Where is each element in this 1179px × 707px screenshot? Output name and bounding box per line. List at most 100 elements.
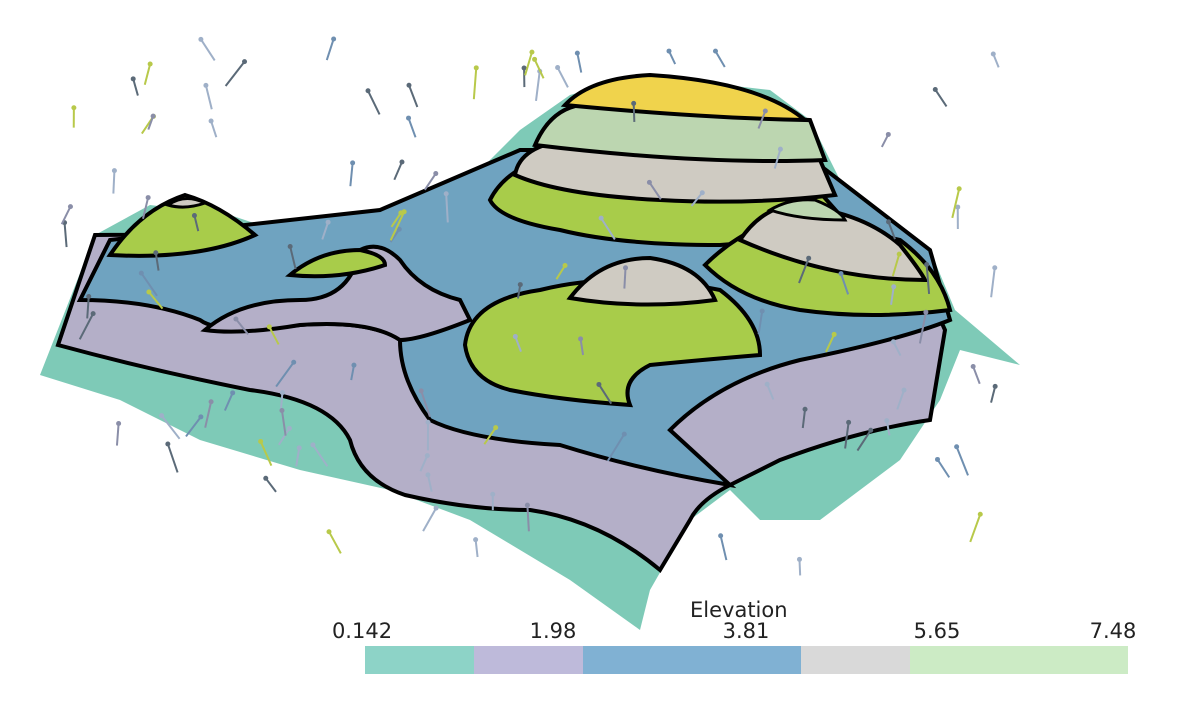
arrow-head (287, 244, 293, 250)
arrow-head (116, 420, 122, 426)
arrow-head (279, 390, 285, 396)
band-upper-mid-main (462, 278, 763, 408)
band-high-left-peak (164, 197, 209, 209)
arrow-head (208, 399, 214, 405)
arrow-head (646, 179, 652, 185)
arrow-glyph (801, 409, 807, 429)
arrow-head (165, 441, 171, 447)
arrow-glyph (185, 416, 202, 438)
arrow-glyph (422, 507, 437, 532)
arrow-glyph (555, 264, 566, 280)
scalar-bar-tick: 5.65 (913, 619, 961, 643)
arrow-glyph (892, 341, 902, 357)
arrow-glyph (112, 170, 116, 194)
arrow-head (296, 445, 302, 451)
arrow-head (524, 502, 530, 508)
band-peak (560, 72, 811, 123)
arrow-glyph (312, 444, 329, 467)
arrow-head (242, 59, 248, 65)
arrow-head (493, 425, 499, 431)
arrow-head (159, 413, 165, 419)
arrow-head (924, 262, 930, 268)
arrow-glyph (856, 429, 872, 452)
terrain-surface (40, 72, 1020, 630)
arrow-head (198, 36, 204, 42)
arrow-head (955, 204, 961, 210)
arrow-glyph (200, 38, 216, 62)
arrow-head (764, 381, 770, 387)
arrow-head (191, 213, 197, 219)
arrow-head (796, 556, 802, 562)
arrow-glyph (757, 110, 767, 129)
arrow-head (992, 265, 998, 271)
scalar-bar-title: Elevation (690, 598, 788, 622)
arrow-glyph (142, 197, 150, 219)
arrow-glyph (576, 52, 583, 73)
arrow-glyph (115, 423, 120, 446)
arrow-glyph (295, 447, 301, 467)
arrow-glyph (78, 313, 95, 340)
arrow-head (932, 87, 938, 93)
arrow-glyph (389, 228, 401, 243)
arrow-glyph (280, 410, 287, 436)
arrow-head (990, 51, 996, 57)
arrow-head (512, 334, 518, 340)
arrow-glyph (766, 383, 775, 400)
arrow-glyph (390, 212, 402, 228)
arrow-head (150, 113, 156, 119)
scalar-bar-tick: 0.142 (331, 619, 393, 643)
arrow-head (208, 118, 214, 124)
arrow-glyph (210, 120, 218, 138)
arrow-glyph (896, 389, 905, 410)
arrow-head (365, 88, 371, 94)
arrow-head (443, 191, 449, 197)
arrow-head (266, 324, 272, 330)
arrow-head (399, 159, 405, 165)
arrow-glyph (840, 273, 850, 295)
arrow-head (350, 160, 356, 166)
arrow-head (992, 383, 998, 389)
arrow-glyph (148, 291, 164, 310)
arrow-glyph (844, 422, 850, 449)
arrow-glyph (934, 88, 948, 108)
arrow-glyph (140, 272, 158, 297)
arrow-glyph (798, 257, 810, 284)
arrow-glyph (420, 390, 431, 417)
arrow-glyph (204, 401, 213, 428)
arrow-head (529, 49, 535, 55)
arrow-glyph (154, 252, 160, 271)
arrow-head (891, 284, 897, 290)
arrow-head (258, 438, 264, 444)
arrow-head (291, 359, 297, 365)
arrow-head (886, 219, 892, 225)
arrow-head (532, 56, 538, 62)
arrow-head (885, 131, 891, 137)
arrow-glyph (474, 539, 479, 558)
arrow-head (473, 65, 479, 71)
arrow-head (901, 387, 907, 393)
scalar-bar-band (801, 646, 910, 674)
arrow-glyph (600, 217, 616, 240)
arrow-head (130, 76, 136, 82)
arrow-glyph (690, 192, 704, 207)
arrow-head (263, 475, 269, 481)
arrow-head (934, 456, 940, 462)
arrow-head (802, 406, 808, 412)
arrow-head (806, 255, 812, 261)
arrow-head (331, 36, 337, 42)
arrow-glyph (143, 63, 152, 86)
arrow-glyph (648, 181, 662, 200)
scalar-bar-band (910, 646, 1128, 674)
arrow-glyph (132, 78, 139, 96)
arrow-glyph (825, 334, 836, 353)
arrow-head (517, 282, 523, 288)
arrow-glyph (887, 221, 896, 240)
arrow-glyph (166, 443, 179, 473)
arrow-glyph (60, 206, 72, 225)
arrow-head (970, 364, 976, 370)
arrow-head (326, 529, 332, 535)
arrow-head (138, 270, 144, 276)
arrow-glyph (757, 310, 764, 335)
arrow-glyph (268, 326, 280, 345)
